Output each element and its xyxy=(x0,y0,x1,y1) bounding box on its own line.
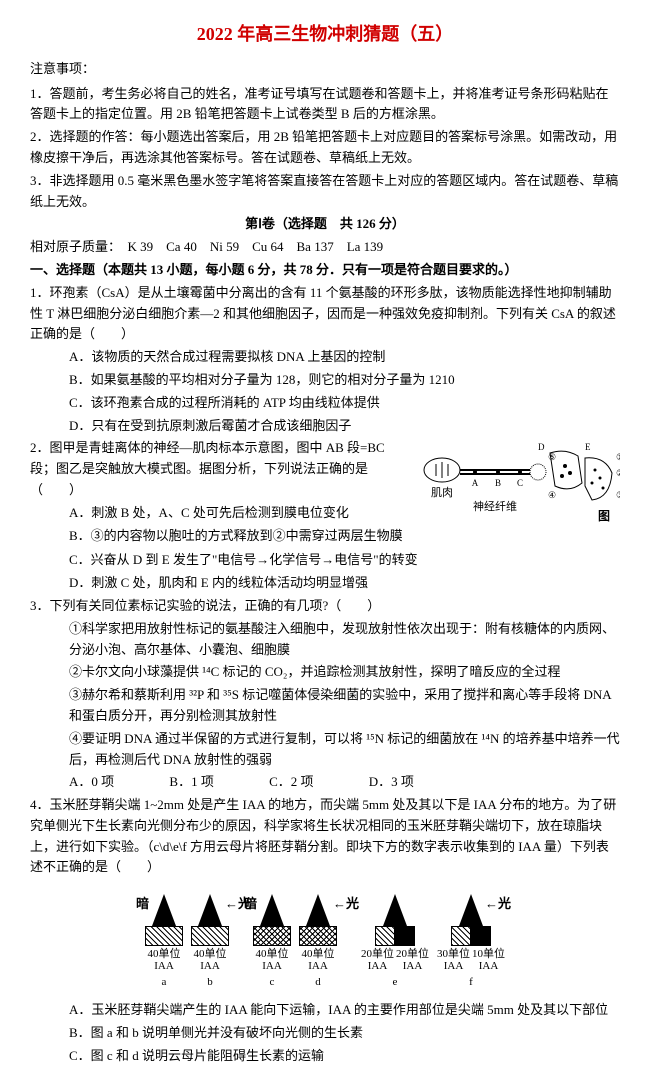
q3-options: A．0 项 B．1 项 C．2 项 D．3 项 xyxy=(30,772,620,793)
q3-s2: ②卡尔文向小球藻提供 ¹⁴C 标记的 CO₂，并追踪检测其放射性，探明了暗反应的… xyxy=(30,662,620,683)
svg-text:②: ② xyxy=(616,468,620,478)
svg-text:神经纤维: 神经纤维 xyxy=(473,499,517,513)
cap-c: c xyxy=(270,974,275,992)
light-arrow-f: ←光 xyxy=(485,894,511,915)
svg-text:D: D xyxy=(538,442,545,452)
cap-e: e xyxy=(393,974,398,992)
notice-header: 注意事项： xyxy=(30,59,620,80)
iaa-30-f: 30单位 xyxy=(437,948,470,960)
iaa-a: IAA xyxy=(154,960,174,972)
q1-optC: C．该环孢素合成的过程所消耗的 ATP 均由线粒体提供 xyxy=(30,393,620,414)
svg-text:A: A xyxy=(472,478,479,488)
q3-optC: C．2 项 xyxy=(269,774,313,789)
svg-text:C: C xyxy=(517,478,523,488)
q3-optB: B．1 项 xyxy=(169,774,213,789)
iaa-10-f: 10单位 xyxy=(472,948,505,960)
part1-header: 第Ⅰ卷（选择题 共 126 分） xyxy=(30,214,620,235)
iaa-20-e: 20单位 xyxy=(361,948,394,960)
iaa-d: IAA xyxy=(308,960,328,972)
iaa-e2: IAA xyxy=(403,960,423,972)
q2-optC: C．兴奋从 D 到 E 发生了"电信号→化学信号→电信号"的转变 xyxy=(30,550,620,571)
q2-optB: B．③的内容物以胞吐的方式释放到②中需穿过两层生物膜 xyxy=(30,526,620,547)
notice-3: 3．非选择题用 0.5 毫米黑色墨水签字笔将答案直接答在答题卡上对应的答题区域内… xyxy=(30,171,620,213)
q4-stem: 4．玉米胚芽鞘尖端 1~2mm 处是产生 IAA 的地方，而尖端 5mm 处及其… xyxy=(30,795,620,878)
cap-f: f xyxy=(469,974,473,992)
atomic-masses: 相对原子质量： K 39 Ca 40 Ni 59 Cu 64 Ba 137 La… xyxy=(30,237,620,258)
q4-optB: B．图 a 和 b 说明单侧光并没有破坏向光侧的生长素 xyxy=(30,1023,620,1044)
iaa-f2: IAA xyxy=(479,960,499,972)
svg-text:③: ③ xyxy=(616,490,620,500)
q4-optA: A．玉米胚芽鞘尖端产生的 IAA 能向下运输，IAA 的主要作用部位是尖端 5m… xyxy=(30,1000,620,1021)
svg-text:图: 图 xyxy=(598,509,610,523)
dark-label: 暗 xyxy=(136,894,149,915)
q1-optB: B．如果氨基酸的平均相对分子量为 128，则它的相对分子量为 1210 xyxy=(30,370,620,391)
q2-diagram: 肌肉 A B C 神经纤维 D E ① ② ③ ④ ⑤ 图 xyxy=(420,438,620,528)
fig-f: ←光 30单位IAA 10单位IAA f xyxy=(437,886,505,992)
fig-c: 暗 40单位IAA c xyxy=(253,886,291,992)
section1-header: 一、选择题（本题共 13 小题，每小题 6 分，共 78 分．只有一项是符合题目… xyxy=(30,260,620,281)
cap-a: a xyxy=(162,974,167,992)
light-arrow-d: ←光 xyxy=(333,894,359,915)
fig-a: 暗 40单位IAA a xyxy=(145,886,183,992)
iaa-40-a: 40单位 xyxy=(148,948,181,960)
q3-s4: ④要证明 DNA 通过半保留的方式进行复制，可以将 ¹⁵N 标记的细菌放在 ¹⁴… xyxy=(30,729,620,771)
iaa-c: IAA xyxy=(262,960,282,972)
iaa-40-d: 40单位 xyxy=(302,948,335,960)
page-title: 2022 年高三生物冲刺猜题（五） xyxy=(30,20,620,49)
q2-optD: D．刺激 C 处，肌肉和 E 内的线粒体活动均明显增强 xyxy=(30,573,620,594)
svg-text:B: B xyxy=(495,478,501,488)
iaa-40-b: 40单位 xyxy=(194,948,227,960)
q4-optC: C．图 c 和 d 说明云母片能阻碍生长素的运输 xyxy=(30,1046,620,1067)
notice-1: 1．答题前，考生务必将自己的姓名，准考证号填写在试题卷和答题卡上，并将准考证号条… xyxy=(30,84,620,126)
cap-b: b xyxy=(207,974,213,992)
q3-optD: D．3 项 xyxy=(369,774,414,789)
iaa-40-c: 40单位 xyxy=(256,948,289,960)
notice-2: 2．选择题的作答：每小题选出答案后，用 2B 铅笔把答题卡上对应题目的答案标号涂… xyxy=(30,127,620,169)
q3-optA: A．0 项 xyxy=(69,774,114,789)
q4-figures: 暗 40单位IAA a ←光 40单位IAA b 暗 40单位IAA xyxy=(30,886,620,992)
fig-e: 20单位IAA 20单位IAA e xyxy=(361,886,429,992)
fig-d: ←光 40单位IAA d xyxy=(299,886,337,992)
svg-text:E: E xyxy=(585,442,591,452)
iaa-f1: IAA xyxy=(444,960,464,972)
q1-optD: D．只有在受到抗原刺激后霉菌才合成该细胞因子 xyxy=(30,416,620,437)
svg-text:④: ④ xyxy=(548,490,556,500)
fig-b: ←光 40单位IAA b xyxy=(191,886,229,992)
svg-text:⑤: ⑤ xyxy=(548,452,556,462)
cap-d: d xyxy=(315,974,321,992)
svg-text:①: ① xyxy=(616,452,620,462)
iaa-20-e2: 20单位 xyxy=(396,948,429,960)
muscle-label: 肌肉 xyxy=(431,486,453,499)
q3-stem: 3．下列有关同位素标记实验的说法，正确的有几项?（ ） xyxy=(30,596,620,617)
iaa-b: IAA xyxy=(200,960,220,972)
q3-s1: ①科学家把用放射性标记的氨基酸注入细胞中，发现放射性依次出现于：附有核糖体的内质… xyxy=(30,619,620,661)
q1-optA: A．该物质的天然合成过程需要拟核 DNA 上基因的控制 xyxy=(30,347,620,368)
dark-label-c: 暗 xyxy=(244,894,257,915)
q1-stem: 1．环孢素（CsA）是从土壤霉菌中分离出的含有 11 个氨基酸的环形多肽，该物质… xyxy=(30,283,620,345)
q3-s3: ③赫尔希和蔡斯利用 ³²P 和 ³⁵S 标记噬菌体侵染细菌的实验中，采用了搅拌和… xyxy=(30,685,620,727)
iaa-e1: IAA xyxy=(368,960,388,972)
